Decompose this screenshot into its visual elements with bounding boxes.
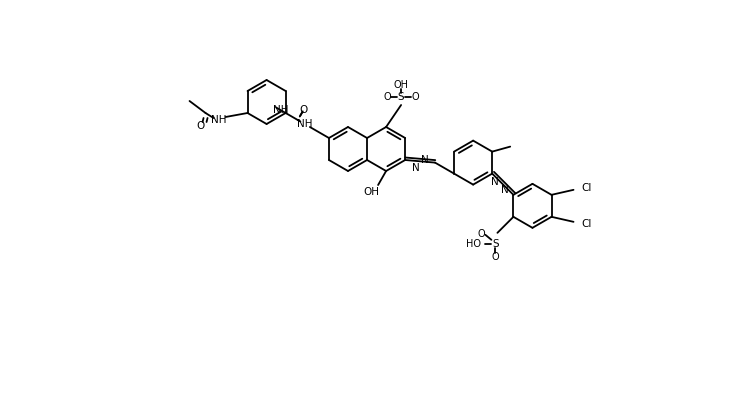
Text: S: S: [492, 239, 498, 249]
Text: N: N: [412, 163, 420, 173]
Text: O: O: [411, 92, 419, 102]
Text: S: S: [398, 92, 405, 102]
Text: HO: HO: [466, 239, 481, 249]
Text: NH: NH: [211, 115, 226, 125]
Text: OH: OH: [393, 80, 408, 90]
Text: O: O: [383, 92, 391, 102]
Text: O: O: [197, 121, 205, 131]
Text: OH: OH: [363, 187, 379, 197]
Text: Cl: Cl: [582, 219, 592, 229]
Text: NH: NH: [273, 105, 288, 115]
Text: O: O: [492, 252, 499, 262]
Text: N: N: [501, 185, 509, 195]
Text: N: N: [491, 177, 498, 187]
Text: N: N: [421, 155, 429, 165]
Text: NH: NH: [297, 119, 312, 129]
Text: Cl: Cl: [582, 183, 592, 193]
Text: O: O: [478, 229, 485, 239]
Text: O: O: [299, 105, 308, 115]
